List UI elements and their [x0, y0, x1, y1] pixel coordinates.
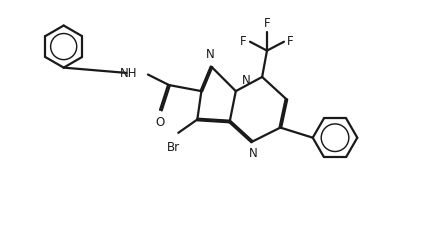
Text: F: F — [287, 35, 294, 48]
Text: F: F — [264, 17, 270, 30]
Text: NH: NH — [120, 67, 138, 80]
Text: Br: Br — [167, 141, 180, 154]
Text: N: N — [242, 74, 250, 87]
Text: O: O — [155, 116, 165, 129]
Text: F: F — [240, 35, 247, 48]
Text: N: N — [206, 48, 215, 61]
Text: N: N — [248, 148, 257, 160]
